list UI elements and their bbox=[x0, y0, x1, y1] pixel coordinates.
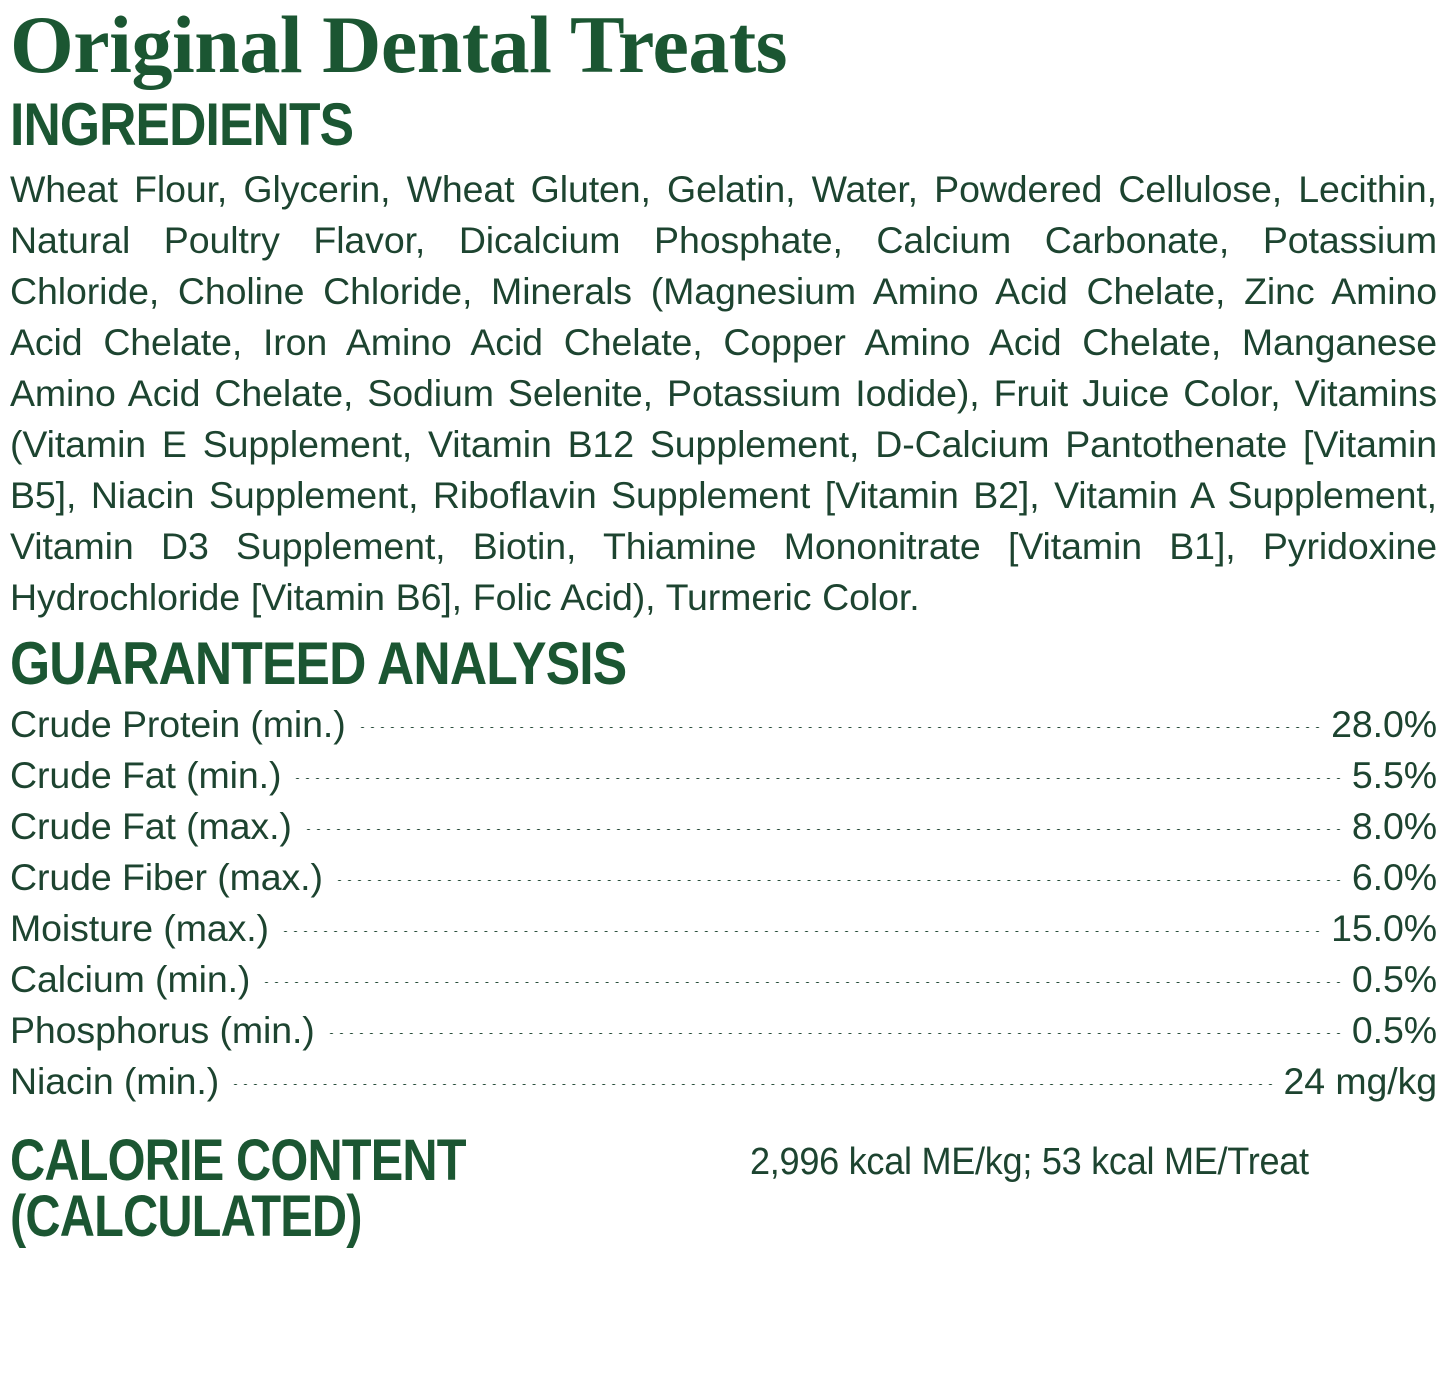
analysis-row: Crude Fiber (max.) 6.0% bbox=[10, 852, 1437, 903]
dotted-leader bbox=[336, 880, 1342, 881]
analysis-row: Crude Protein (min.) 28.0% bbox=[10, 699, 1437, 750]
product-title: Original Dental Treats bbox=[10, 0, 788, 90]
analysis-row: Niacin (min.) 24 mg/kg bbox=[10, 1056, 1437, 1107]
calorie-content-heading-line2: (CALCULATED) bbox=[10, 1184, 362, 1249]
analysis-row-label: Crude Fiber (max.) bbox=[10, 856, 323, 898]
analysis-row-value: 5.5% bbox=[1351, 754, 1437, 796]
analysis-row: Calcium (min.) 0.5% bbox=[10, 954, 1437, 1005]
guaranteed-analysis-list: Crude Protein (min.) 28.0% Crude Fat (min.… bbox=[10, 695, 1437, 1107]
analysis-row-label: Crude Fat (max.) bbox=[10, 805, 292, 847]
analysis-row-value: 24 mg/kg bbox=[1283, 1060, 1438, 1102]
analysis-row-label: Niacin (min.) bbox=[10, 1060, 220, 1102]
analysis-row-value: 15.0% bbox=[1331, 907, 1437, 949]
analysis-row-label: Phosphorus (min.) bbox=[10, 1009, 315, 1051]
analysis-row-value: 6.0% bbox=[1351, 856, 1437, 898]
ingredients-text: Wheat Flour, Glycerin, Wheat Gluten, Gel… bbox=[10, 168, 1437, 618]
analysis-row: Phosphorus (min.) 0.5% bbox=[10, 1005, 1437, 1056]
analysis-row-value: 28.0% bbox=[1331, 703, 1437, 745]
analysis-row-label: Crude Protein (min.) bbox=[10, 703, 346, 745]
analysis-row-label: Crude Fat (min.) bbox=[10, 754, 282, 796]
analysis-row: Crude Fat (max.) 8.0% bbox=[10, 801, 1437, 852]
dotted-leader bbox=[295, 778, 1342, 779]
analysis-row-value: 0.5% bbox=[1351, 1009, 1437, 1051]
calorie-content-block: CALORIE CONTENT (CALCULATED) 2,996 kcal … bbox=[10, 1107, 1437, 1249]
analysis-row: Crude Fat (min.) 5.5% bbox=[10, 750, 1437, 801]
dotted-leader bbox=[264, 982, 1342, 983]
dotted-leader bbox=[305, 829, 1342, 830]
dotted-leader bbox=[359, 727, 1322, 728]
ingredients-heading: INGREDIENTS bbox=[10, 91, 354, 158]
analysis-row-label: Calcium (min.) bbox=[10, 958, 251, 1000]
analysis-row-label: Moisture (max.) bbox=[10, 907, 269, 949]
analysis-row: Moisture (max.) 15.0% bbox=[10, 903, 1437, 954]
dotted-leader bbox=[328, 1033, 1342, 1034]
calorie-content-heading-wrap: CALORIE CONTENT (CALCULATED) bbox=[10, 1128, 750, 1249]
calorie-content-value: 2,996 kcal ME/kg; 53 kcal ME/Treat bbox=[750, 1141, 1309, 1183]
calorie-content-heading-line1: CALORIE CONTENT bbox=[10, 1128, 466, 1193]
analysis-row-value: 8.0% bbox=[1351, 805, 1437, 847]
guaranteed-analysis-heading: GUARANTEED ANALYSIS bbox=[10, 630, 627, 697]
dotted-leader bbox=[233, 1084, 1274, 1085]
analysis-row-value: 0.5% bbox=[1351, 958, 1437, 1000]
dotted-leader bbox=[282, 931, 1322, 932]
